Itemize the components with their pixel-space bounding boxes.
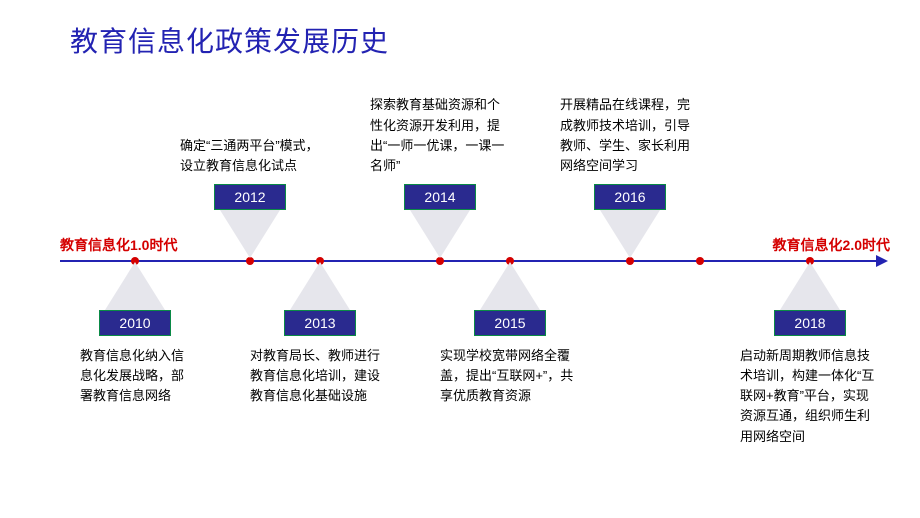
year-badge: 2013: [284, 310, 356, 336]
event-desc: 开展精品在线课程，完成教师技术培训，引导教师、学生、家长利用网络空间学习: [560, 95, 700, 176]
timeline-dot: [626, 257, 634, 265]
pointer-triangle: [480, 262, 540, 310]
year-badge: 2016: [594, 184, 666, 210]
timeline-event-bottom: 2010 教育信息化纳入信息化发展战略，部署教育信息网络: [60, 262, 210, 406]
pointer-triangle: [780, 262, 840, 310]
timeline-event-top: 探索教育基础资源和个性化资源开发利用，提出“一师一优课，一课一名师” 2014: [365, 95, 515, 258]
event-desc: 探索教育基础资源和个性化资源开发利用，提出“一师一优课，一课一名师”: [370, 95, 510, 176]
pointer-triangle: [600, 210, 660, 258]
timeline-event-top: 确定“三通两平台”模式，设立教育信息化试点 2012: [175, 136, 325, 258]
year-badge: 2012: [214, 184, 286, 210]
event-desc: 启动新周期教师信息技术培训，构建一体化“互联网+教育”平台，实现资源互通，组织师…: [740, 346, 880, 447]
event-desc: 对教育局长、教师进行教育信息化培训，建设教育信息化基础设施: [250, 346, 390, 406]
era-label-right: 教育信息化2.0时代: [773, 235, 890, 255]
pointer-triangle: [290, 262, 350, 310]
year-badge: 2015: [474, 310, 546, 336]
timeline-event-bottom: 2015 实现学校宽带网络全覆盖，提出“互联网+”，共享优质教育资源: [435, 262, 585, 406]
page-title: 教育信息化政策发展历史: [70, 20, 389, 60]
timeline-event-bottom: 2013 对教育局长、教师进行教育信息化培训，建设教育信息化基础设施: [245, 262, 395, 406]
timeline-event-top: 开展精品在线课程，完成教师技术培训，引导教师、学生、家长利用网络空间学习 2016: [555, 95, 705, 258]
era-label-left: 教育信息化1.0时代: [60, 235, 177, 255]
timeline-dot: [696, 257, 704, 265]
pointer-triangle: [220, 210, 280, 258]
pointer-triangle: [410, 210, 470, 258]
year-badge: 2018: [774, 310, 846, 336]
year-badge: 2010: [99, 310, 171, 336]
event-desc: 实现学校宽带网络全覆盖，提出“互联网+”，共享优质教育资源: [440, 346, 580, 406]
pointer-triangle: [105, 262, 165, 310]
year-badge: 2014: [404, 184, 476, 210]
timeline-event-bottom: 2018 启动新周期教师信息技术培训，构建一体化“互联网+教育”平台，实现资源互通…: [735, 262, 885, 447]
event-desc: 教育信息化纳入信息化发展战略，部署教育信息网络: [80, 346, 190, 406]
event-desc: 确定“三通两平台”模式，设立教育信息化试点: [180, 136, 320, 176]
